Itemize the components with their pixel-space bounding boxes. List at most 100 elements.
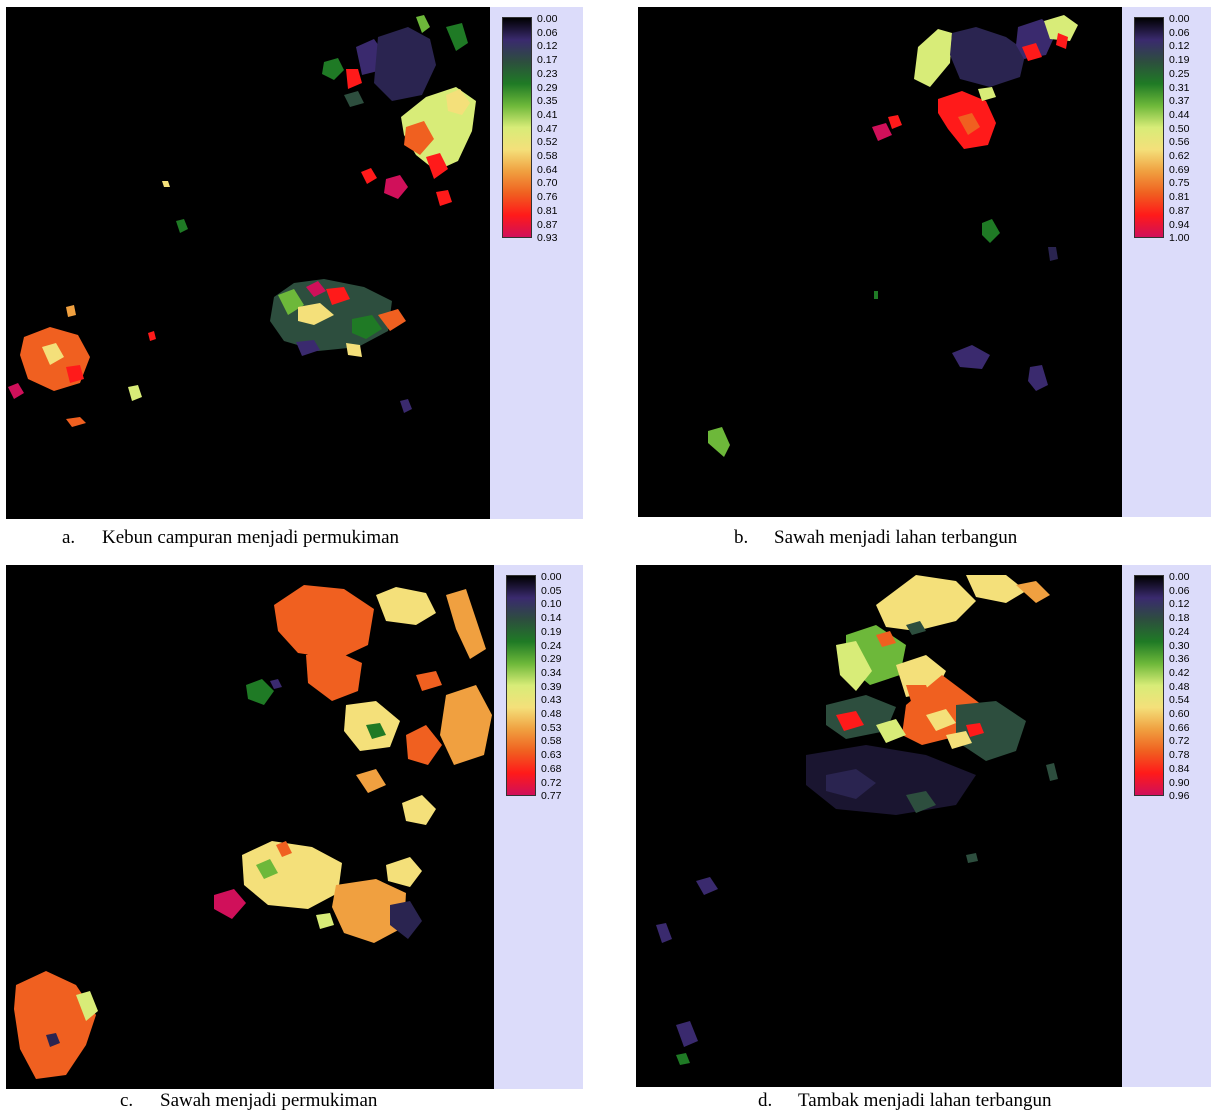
legend-tick-label: 0.58: [537, 150, 558, 163]
legend-tick-label: 0.24: [1169, 625, 1190, 638]
caption-a-letter: a.: [62, 527, 76, 548]
map-b: [638, 7, 1122, 517]
map-a-cluster-sw: [8, 181, 412, 427]
map-b-scattered: [708, 219, 1058, 457]
legend-tick-label: 0.81: [537, 204, 558, 217]
legend-tick-label: 0.96: [1169, 790, 1190, 803]
legend-ticks-c: 0.00 0.05 0.10 0.14 0.19 0.24 0.29 0.34 0.39 0.43…: [541, 571, 561, 804]
map-a-patches: [8, 15, 476, 427]
legend-tick-label: 0.42: [1169, 666, 1190, 679]
caption-d-text: Tambak menjadi lahan terbangun: [798, 1090, 1052, 1111]
legend-b: 0.00 0.06 0.12 0.19 0.25 0.31 0.37 0.44 0.50 0.56…: [1122, 7, 1211, 517]
legend-tick-label: 0.41: [537, 108, 558, 121]
legend-tick-label: 0.63: [541, 749, 562, 762]
legend-tick-label: 0.87: [537, 218, 558, 231]
legend-tick-label: 0.39: [541, 680, 562, 693]
legend-tick-label: 0.81: [1169, 191, 1190, 204]
legend-tick-label: 0.53: [541, 721, 562, 734]
legend-tick-label: 0.00: [1169, 571, 1190, 583]
legend-tick-label: 0.36: [1169, 653, 1190, 666]
caption-c: c. Sawah menjadi permukiman: [120, 1090, 377, 1112]
legend-tick-label: 0.72: [1169, 735, 1190, 748]
legend-tick-label: 0.19: [541, 625, 562, 638]
legend-tick-label: 0.25: [1169, 67, 1190, 80]
legend-tick-label: 0.05: [541, 584, 562, 597]
legend-tick-label: 0.48: [1169, 680, 1190, 693]
legend-tick-label: 0.94: [1169, 218, 1190, 231]
map-d-cluster-main: [826, 575, 1050, 761]
color-ramp-b: [1134, 17, 1164, 238]
legend-tick-label: 0.52: [537, 136, 558, 149]
map-c-cluster-ne: [246, 585, 492, 825]
legend-tick-label: 0.00: [1169, 13, 1190, 25]
legend-tick-label: 0.35: [537, 95, 558, 108]
legend-tick-label: 0.06: [1169, 26, 1190, 39]
caption-c-text: Sawah menjadi permukiman: [160, 1090, 378, 1111]
legend-ticks-d: 0.00 0.06 0.12 0.18 0.24 0.30 0.36 0.42 0.48 0.54…: [1169, 571, 1189, 804]
caption-d-letter: d.: [758, 1090, 773, 1111]
legend-tick-label: 0.90: [1169, 776, 1190, 789]
legend-tick-label: 0.00: [541, 571, 562, 583]
legend-c: 0.00 0.05 0.10 0.14 0.19 0.24 0.29 0.34 0.39 0.43…: [494, 565, 583, 1089]
legend-tick-label: 0.24: [541, 639, 562, 652]
legend-a: 0.00 0.06 0.12 0.17 0.23 0.29 0.35 0.41 0.47 0.52…: [490, 7, 583, 519]
legend-tick-label: 0.77: [541, 790, 562, 803]
legend-tick-label: 0.76: [537, 191, 558, 204]
map-a-cluster-middle: [270, 279, 406, 357]
caption-c-letter: c.: [120, 1090, 134, 1111]
caption-b-text: Sawah menjadi lahan terbangun: [774, 527, 1018, 548]
legend-tick-label: 0.87: [1169, 204, 1190, 217]
legend-tick-label: 0.66: [1169, 721, 1190, 734]
legend-tick-label: 0.69: [1169, 163, 1190, 176]
legend-tick-label: 0.56: [1169, 136, 1190, 149]
legend-tick-label: 0.06: [537, 26, 558, 39]
legend-tick-label: 0.12: [537, 40, 558, 53]
legend-tick-label: 0.29: [541, 653, 562, 666]
map-d-patches: [656, 575, 1058, 1065]
map-a-cluster-top: [322, 15, 476, 206]
legend-tick-label: 0.34: [541, 666, 562, 679]
legend-tick-label: 0.30: [1169, 639, 1190, 652]
caption-b: b. Sawah menjadi lahan terbangun: [734, 527, 1017, 549]
caption-a: a. Kebun campuran menjadi permukiman: [62, 527, 399, 549]
legend-tick-label: 0.78: [1169, 749, 1190, 762]
map-c-cluster-middle: [214, 841, 422, 943]
map-d-scattered: [656, 745, 1058, 1065]
legend-tick-label: 0.19: [1169, 54, 1190, 67]
legend-tick-label: 0.29: [537, 81, 558, 94]
legend-tick-label: 0.62: [1169, 150, 1190, 163]
legend-tick-label: 0.31: [1169, 81, 1190, 94]
legend-tick-label: 0.84: [1169, 762, 1190, 775]
caption-a-text: Kebun campuran menjadi permukiman: [102, 527, 400, 548]
legend-tick-label: 0.60: [1169, 708, 1190, 721]
legend-tick-label: 0.00: [537, 13, 558, 25]
caption-d: d. Tambak menjadi lahan terbangun: [758, 1090, 1052, 1112]
legend-tick-label: 0.48: [541, 708, 562, 721]
legend-tick-label: 0.50: [1169, 122, 1190, 135]
legend-tick-label: 0.93: [537, 232, 558, 245]
map-d: [636, 565, 1122, 1087]
map-b-patches: [708, 15, 1078, 457]
map-b-cluster-top: [872, 15, 1078, 149]
map-a: [6, 7, 490, 519]
legend-tick-label: 0.17: [537, 54, 558, 67]
legend-tick-label: 0.58: [541, 735, 562, 748]
legend-tick-label: 0.43: [541, 694, 562, 707]
map-c: [6, 565, 494, 1089]
legend-tick-label: 0.47: [537, 122, 558, 135]
caption-b-letter: b.: [734, 527, 749, 548]
legend-ticks-a: 0.00 0.06 0.12 0.17 0.23 0.29 0.35 0.41 0.47 0.52…: [537, 13, 557, 246]
legend-tick-label: 0.70: [537, 177, 558, 190]
legend-tick-label: 0.68: [541, 762, 562, 775]
legend-tick-label: 0.06: [1169, 584, 1190, 597]
legend-tick-label: 0.14: [541, 612, 562, 625]
legend-tick-label: 0.12: [1169, 40, 1190, 53]
color-ramp-c: [506, 575, 536, 796]
legend-tick-label: 0.18: [1169, 612, 1190, 625]
color-ramp-a: [502, 17, 532, 238]
map-c-cluster-sw: [14, 971, 98, 1079]
legend-tick-label: 0.37: [1169, 95, 1190, 108]
color-ramp-d: [1134, 575, 1164, 796]
legend-tick-label: 0.54: [1169, 694, 1190, 707]
legend-tick-label: 0.72: [541, 776, 562, 789]
